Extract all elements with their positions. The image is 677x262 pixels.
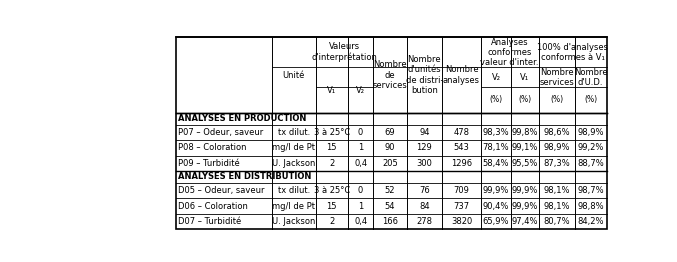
Text: mg/l de Pt: mg/l de Pt — [272, 143, 315, 152]
Text: 97,4%: 97,4% — [512, 217, 538, 226]
Text: 15: 15 — [326, 143, 337, 152]
Text: 300: 300 — [416, 159, 432, 168]
Text: 1: 1 — [358, 143, 363, 152]
Text: Unité: Unité — [282, 71, 305, 80]
Text: 98,1%: 98,1% — [544, 186, 570, 195]
Text: 100% d'analyses
conformes à V₁: 100% d'analyses conformes à V₁ — [537, 43, 608, 62]
Text: mg/l de Pt: mg/l de Pt — [272, 201, 315, 211]
Text: 76: 76 — [419, 186, 430, 195]
Text: 84: 84 — [419, 201, 430, 211]
Text: 98,9%: 98,9% — [544, 143, 570, 152]
Text: 1296: 1296 — [451, 159, 472, 168]
Text: 90,4%: 90,4% — [483, 201, 509, 211]
Text: 99,9%: 99,9% — [483, 186, 509, 195]
Text: 0: 0 — [358, 128, 363, 137]
Text: D06 – Coloration: D06 – Coloration — [178, 201, 248, 211]
Text: 98,8%: 98,8% — [577, 201, 604, 211]
Text: P07 – Odeur, saveur: P07 – Odeur, saveur — [178, 128, 263, 137]
Text: (%): (%) — [550, 95, 563, 105]
Text: 478: 478 — [454, 128, 469, 137]
Text: 709: 709 — [454, 186, 469, 195]
Text: 52: 52 — [385, 186, 395, 195]
Text: 69: 69 — [385, 128, 395, 137]
Text: V₂: V₂ — [356, 86, 365, 95]
Text: 98,1%: 98,1% — [544, 201, 570, 211]
Text: V₁: V₁ — [327, 86, 336, 95]
Text: Nombre
services: Nombre services — [540, 68, 574, 87]
Text: Nombre
d'U.D.: Nombre d'U.D. — [574, 68, 607, 87]
Text: U. Jackson: U. Jackson — [272, 217, 315, 226]
Text: 0,4: 0,4 — [354, 217, 367, 226]
Text: 2: 2 — [329, 217, 334, 226]
Text: Nombre
analyses: Nombre analyses — [443, 66, 480, 85]
Text: Nombre
de
services: Nombre de services — [372, 60, 408, 90]
Text: 737: 737 — [454, 201, 470, 211]
Text: 78,1%: 78,1% — [483, 143, 509, 152]
Text: P08 – Coloration: P08 – Coloration — [178, 143, 246, 152]
Text: 3820: 3820 — [451, 217, 472, 226]
Text: 99,8%: 99,8% — [512, 128, 538, 137]
Text: tx dilut.: tx dilut. — [278, 186, 310, 195]
Text: 54: 54 — [385, 201, 395, 211]
Text: (%): (%) — [518, 95, 531, 105]
Text: (%): (%) — [489, 95, 502, 105]
Text: D07 – Turbidité: D07 – Turbidité — [178, 217, 241, 226]
Text: 278: 278 — [416, 217, 433, 226]
Text: 15: 15 — [326, 201, 337, 211]
Text: 0,4: 0,4 — [354, 159, 367, 168]
Text: tx dilut.: tx dilut. — [278, 128, 310, 137]
Text: 88,7%: 88,7% — [577, 159, 604, 168]
Text: 99,9%: 99,9% — [512, 201, 538, 211]
Text: 99,2%: 99,2% — [577, 143, 604, 152]
Text: 98,6%: 98,6% — [544, 128, 570, 137]
Text: 65,9%: 65,9% — [483, 217, 509, 226]
Text: 84,2%: 84,2% — [577, 217, 604, 226]
Text: 58,4%: 58,4% — [483, 159, 509, 168]
Text: 95,5%: 95,5% — [512, 159, 538, 168]
Text: 90: 90 — [385, 143, 395, 152]
Text: V₂: V₂ — [492, 73, 500, 82]
Text: 1: 1 — [358, 201, 363, 211]
Text: (%): (%) — [584, 95, 597, 105]
Text: ANALYSES EN PRODUCTION: ANALYSES EN PRODUCTION — [178, 114, 307, 123]
Text: 543: 543 — [454, 143, 469, 152]
Text: 98,3%: 98,3% — [483, 128, 509, 137]
Text: 99,1%: 99,1% — [512, 143, 538, 152]
Text: 205: 205 — [382, 159, 398, 168]
Text: V₁: V₁ — [520, 73, 529, 82]
Text: 80,7%: 80,7% — [544, 217, 570, 226]
Text: Analyses
conformes
valeur d'inter.: Analyses conformes valeur d'inter. — [481, 37, 539, 67]
Text: 2: 2 — [329, 159, 334, 168]
Text: 3 à 25°C: 3 à 25°C — [313, 128, 350, 137]
Text: 3 à 25°C: 3 à 25°C — [313, 186, 350, 195]
Text: ANALYSES EN DISTRIBUTION: ANALYSES EN DISTRIBUTION — [178, 172, 311, 182]
Text: 129: 129 — [416, 143, 432, 152]
Text: Valeurs
d'interprétation: Valeurs d'interprétation — [311, 42, 378, 62]
Text: Nombre
d'unités
de distri-
bution: Nombre d'unités de distri- bution — [406, 55, 443, 95]
Text: P09 – Turbidité: P09 – Turbidité — [178, 159, 240, 168]
Text: 0: 0 — [358, 186, 363, 195]
Text: 166: 166 — [382, 217, 398, 226]
Text: U. Jackson: U. Jackson — [272, 159, 315, 168]
Text: 98,9%: 98,9% — [577, 128, 604, 137]
Text: 98,7%: 98,7% — [577, 186, 604, 195]
Text: D05 – Odeur, saveur: D05 – Odeur, saveur — [178, 186, 265, 195]
Text: 99,9%: 99,9% — [512, 186, 538, 195]
Text: 87,3%: 87,3% — [543, 159, 570, 168]
Text: 94: 94 — [419, 128, 430, 137]
